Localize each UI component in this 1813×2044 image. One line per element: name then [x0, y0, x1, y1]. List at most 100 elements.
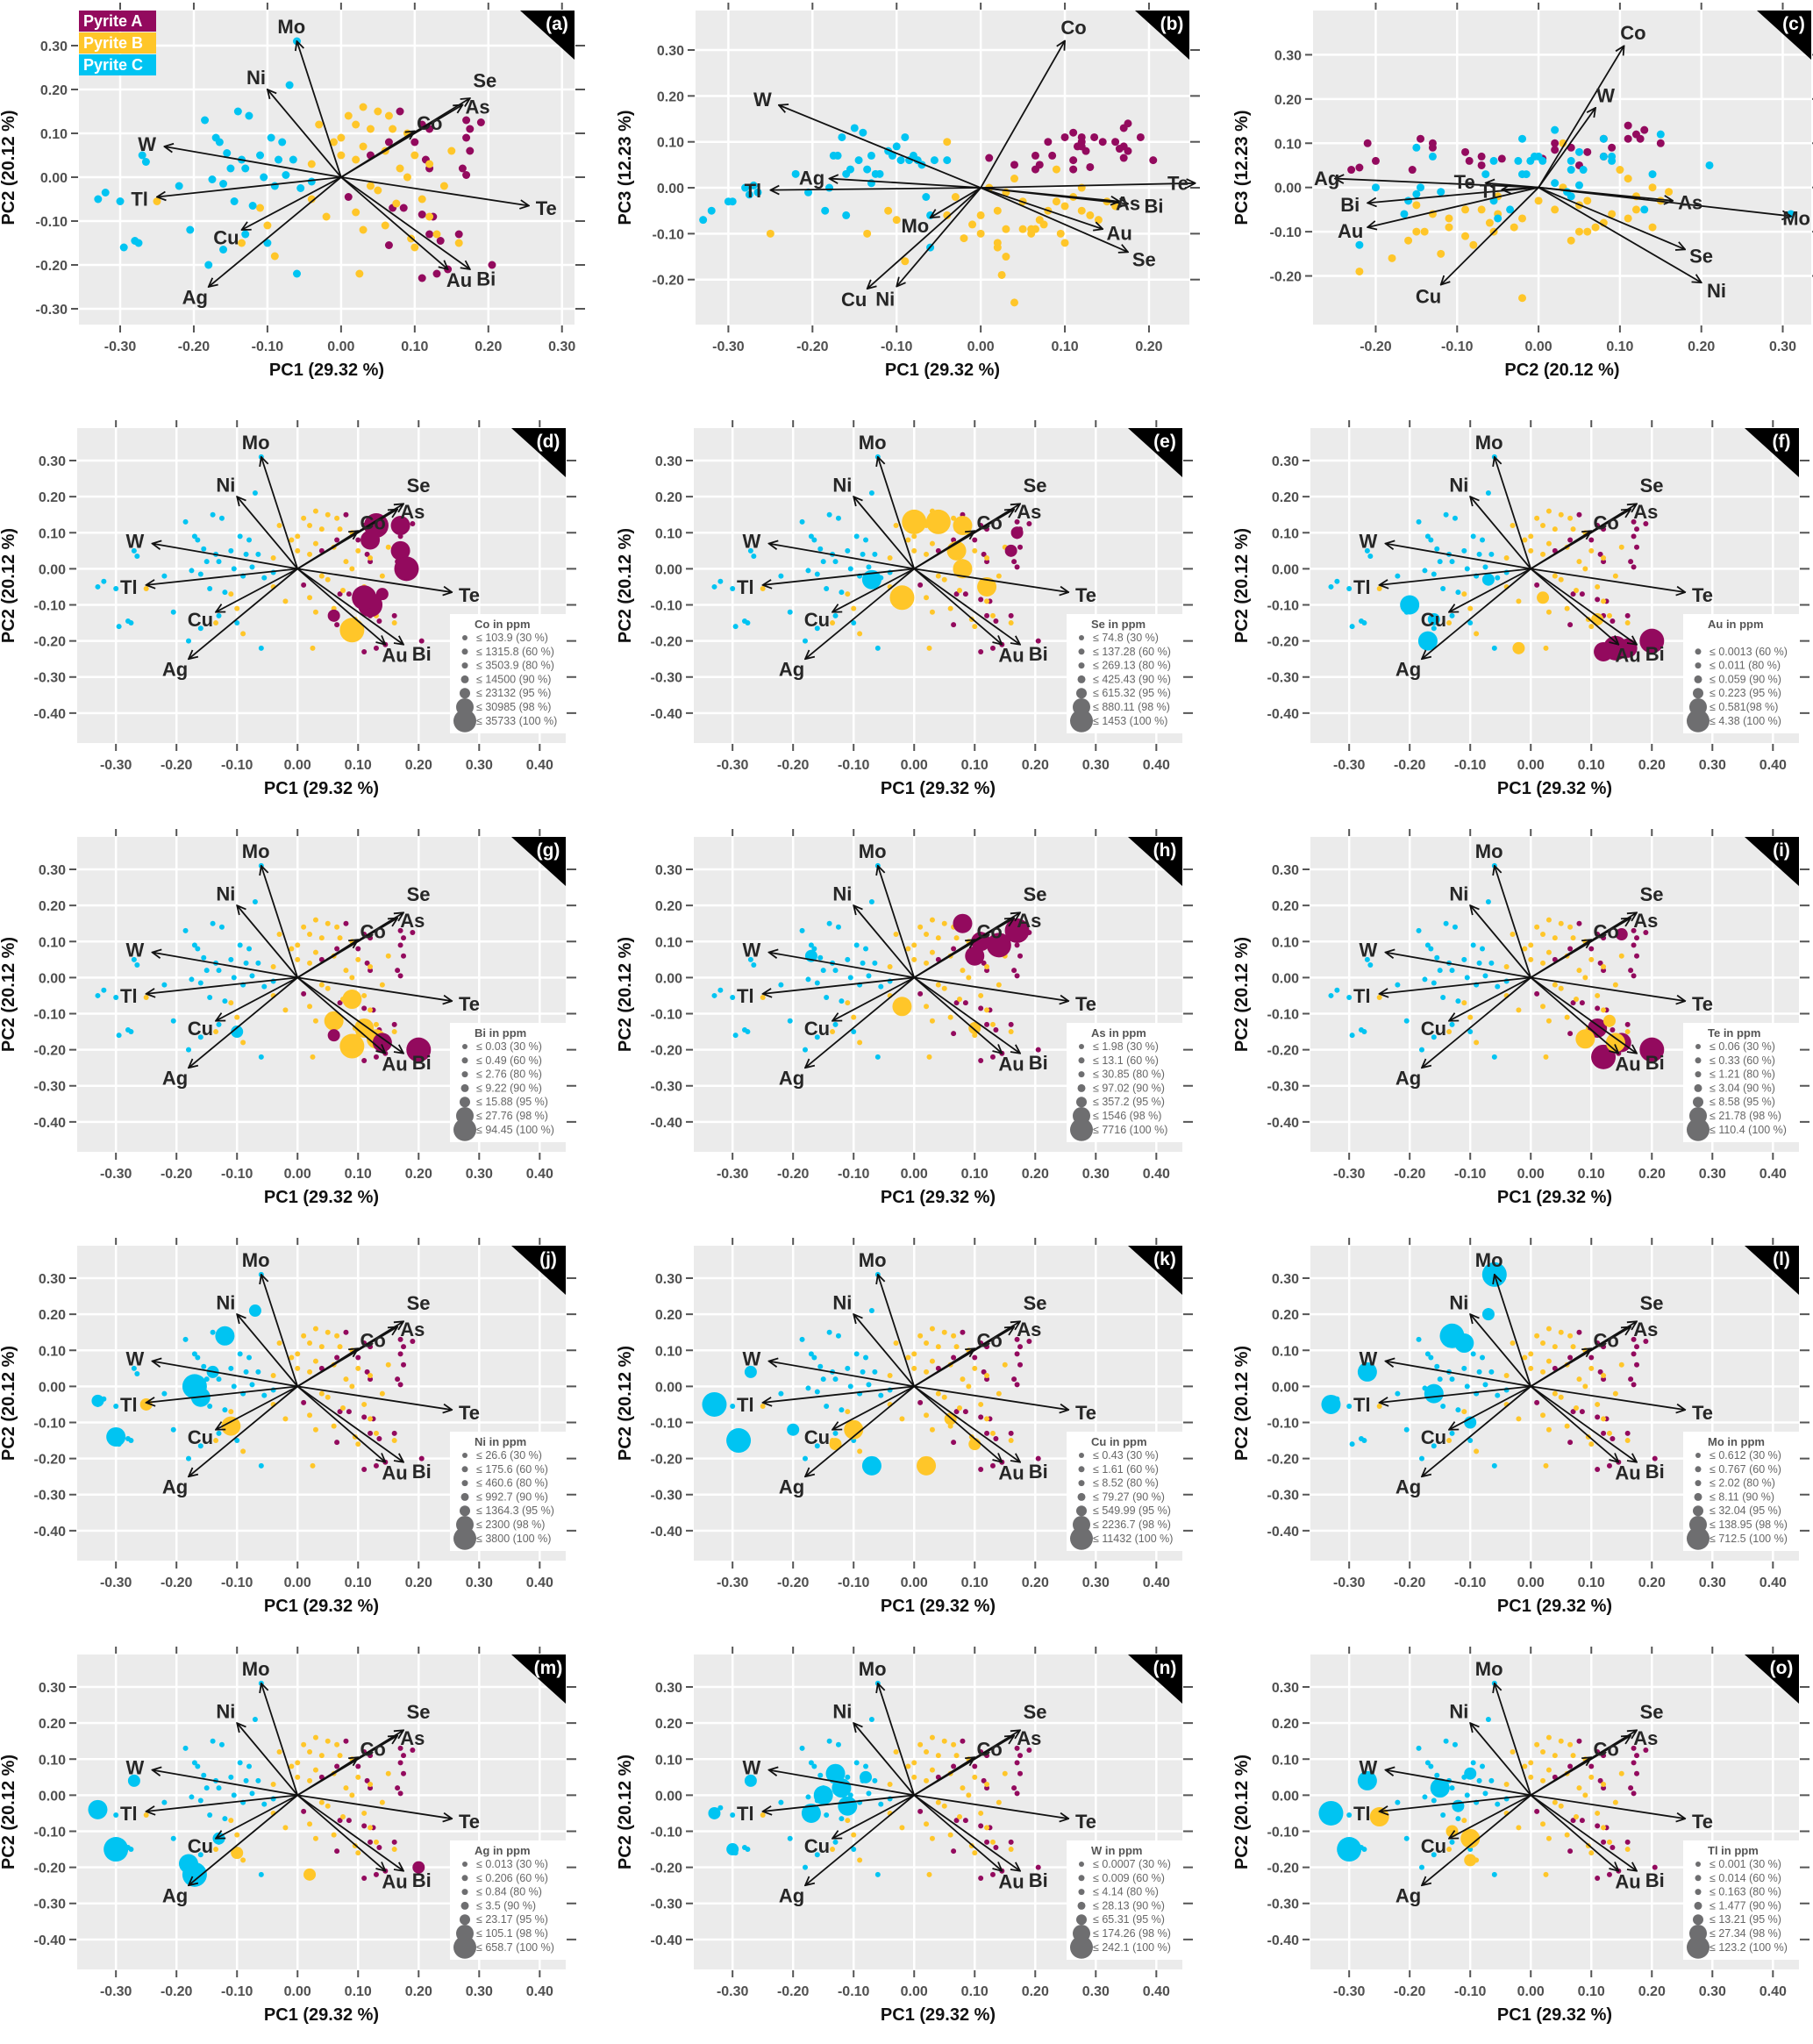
sample-point: [1631, 1351, 1637, 1357]
sample-point: [1011, 559, 1017, 565]
size-legend-entry: ≤ 8.58 (95 %): [1710, 1096, 1775, 1108]
sample-point: [218, 515, 225, 521]
loading-label-tl: Tl: [1353, 985, 1371, 1007]
sample-point-enlarged: [1639, 628, 1665, 654]
y-tick-label: 0.20: [39, 1717, 66, 1732]
sample-point: [1346, 585, 1353, 591]
sample-point: [905, 1354, 911, 1361]
sample-point: [301, 1399, 307, 1405]
x-tick-label: -0.30: [104, 339, 137, 354]
size-legend-entry: ≤ 137.28 (60 %): [1093, 646, 1171, 658]
sample-point: [355, 1365, 361, 1371]
loading-label-au: Au: [1615, 1462, 1640, 1483]
x-tick-label: -0.30: [717, 1984, 749, 1999]
sample-point: [1491, 1054, 1497, 1060]
sample-point-enlarged: [1639, 1037, 1665, 1062]
size-legend-marker: [460, 1492, 469, 1501]
sample-point: [1452, 924, 1458, 930]
sample-point: [905, 537, 911, 543]
x-axis-title: PC1 (29.32 %): [269, 361, 384, 380]
sample-point: [95, 992, 101, 998]
loading-label-ni: Ni: [216, 883, 235, 904]
sample-point: [951, 537, 957, 543]
sample-point: [711, 583, 717, 590]
sample-point: [349, 1792, 355, 1798]
size-legend-entry: ≤ 658.7 (100 %): [476, 1941, 554, 1954]
sample-point: [368, 559, 374, 565]
sample-point: [410, 929, 416, 935]
sample-point: [1404, 197, 1413, 205]
sample-point: [295, 956, 301, 962]
loading-label-mo: Mo: [1782, 208, 1810, 230]
loading-arrow-mo: [878, 1683, 916, 1796]
sample-point: [1601, 1839, 1607, 1845]
sample-point: [1485, 899, 1491, 905]
loading-label-ni: Ni: [1449, 1291, 1468, 1313]
sample-point: [993, 618, 999, 625]
loading-arrow-w: [153, 1770, 298, 1797]
sample-point: [1564, 1832, 1570, 1838]
y-axis-title: PC2 (20.12 %): [617, 937, 635, 1052]
sample-point: [263, 221, 272, 230]
sample-point: [1579, 1818, 1585, 1824]
loading-label-cu: Cu: [1416, 285, 1441, 307]
size-legend-entry: ≤ 0.03 (30 %): [476, 1040, 542, 1053]
loading-arrow-w: [1386, 1361, 1531, 1388]
y-tick-label: -0.20: [1267, 1862, 1300, 1876]
sample-point: [143, 1812, 149, 1818]
sample-point: [1576, 1785, 1582, 1791]
sample-point: [203, 1785, 210, 1791]
sample-point: [835, 1333, 841, 1339]
sample-point: [364, 960, 370, 966]
sample-point: [1570, 1000, 1576, 1006]
x-tick-label: 0.30: [1082, 758, 1110, 773]
size-legend-entry: ≤ 4.14 (80 %): [1093, 1886, 1159, 1898]
panel-tag-triangle: [1135, 11, 1189, 60]
biplot-panel-n: -0.30 -0.20 -0.10 0.00 0.10 0.20 0.30 0.40 -0.40…: [617, 1635, 1221, 2044]
sample-point: [397, 1351, 403, 1357]
y-tick-label: -0.30: [34, 1080, 67, 1095]
sample-point: [1014, 942, 1020, 948]
sample-point-enlarged: [1424, 1383, 1444, 1404]
sample-point: [1618, 1361, 1624, 1368]
y-axis-title: PC3 (12.23 %): [617, 110, 635, 225]
sample-point: [1567, 1763, 1574, 1769]
sample-point: [101, 189, 110, 197]
sample-point: [1485, 1717, 1491, 1723]
sample-point: [1601, 1825, 1607, 1831]
sample-point: [978, 597, 984, 603]
size-legend-marker: [462, 635, 468, 640]
sample-point-enlarged: [1004, 544, 1017, 557]
sample-point: [1528, 1365, 1534, 1371]
sample-point: [1464, 1383, 1470, 1390]
sample-point: [753, 188, 762, 197]
sample-point: [960, 1376, 966, 1383]
sample-point: [941, 1394, 947, 1400]
loading-arrow-se: [1538, 186, 1685, 250]
loading-arrow-bi: [296, 1385, 403, 1462]
sample-point: [1503, 1782, 1510, 1788]
y-tick-label: 0.10: [39, 1753, 66, 1768]
sample-point: [216, 1376, 222, 1383]
sample-point: [1048, 151, 1057, 160]
loading-arrow-mo: [261, 1683, 299, 1796]
y-tick-label: 0.00: [657, 182, 684, 197]
y-axis-title: PC3 (12.23 %): [1233, 110, 1252, 225]
size-legend-entry: ≤ 9.22 (90 %): [476, 1082, 542, 1094]
sample-point: [246, 1354, 253, 1361]
sample-point-enlarged: [1481, 573, 1495, 586]
sample-point: [116, 197, 125, 205]
sample-point: [951, 192, 960, 201]
x-tick-label: 0.00: [1517, 758, 1545, 773]
loading-label-se: Se: [1640, 1292, 1664, 1314]
loading-arrow-co: [913, 1348, 974, 1388]
sample-point: [799, 927, 805, 933]
sample-point: [352, 208, 360, 217]
size-legend-marker: [1078, 1889, 1085, 1896]
sample-point: [1574, 1405, 1580, 1412]
sample-point: [203, 968, 210, 974]
loading-label-bi: Bi: [412, 1052, 432, 1074]
sample-point: [231, 1383, 237, 1390]
sample-point: [874, 1054, 881, 1060]
